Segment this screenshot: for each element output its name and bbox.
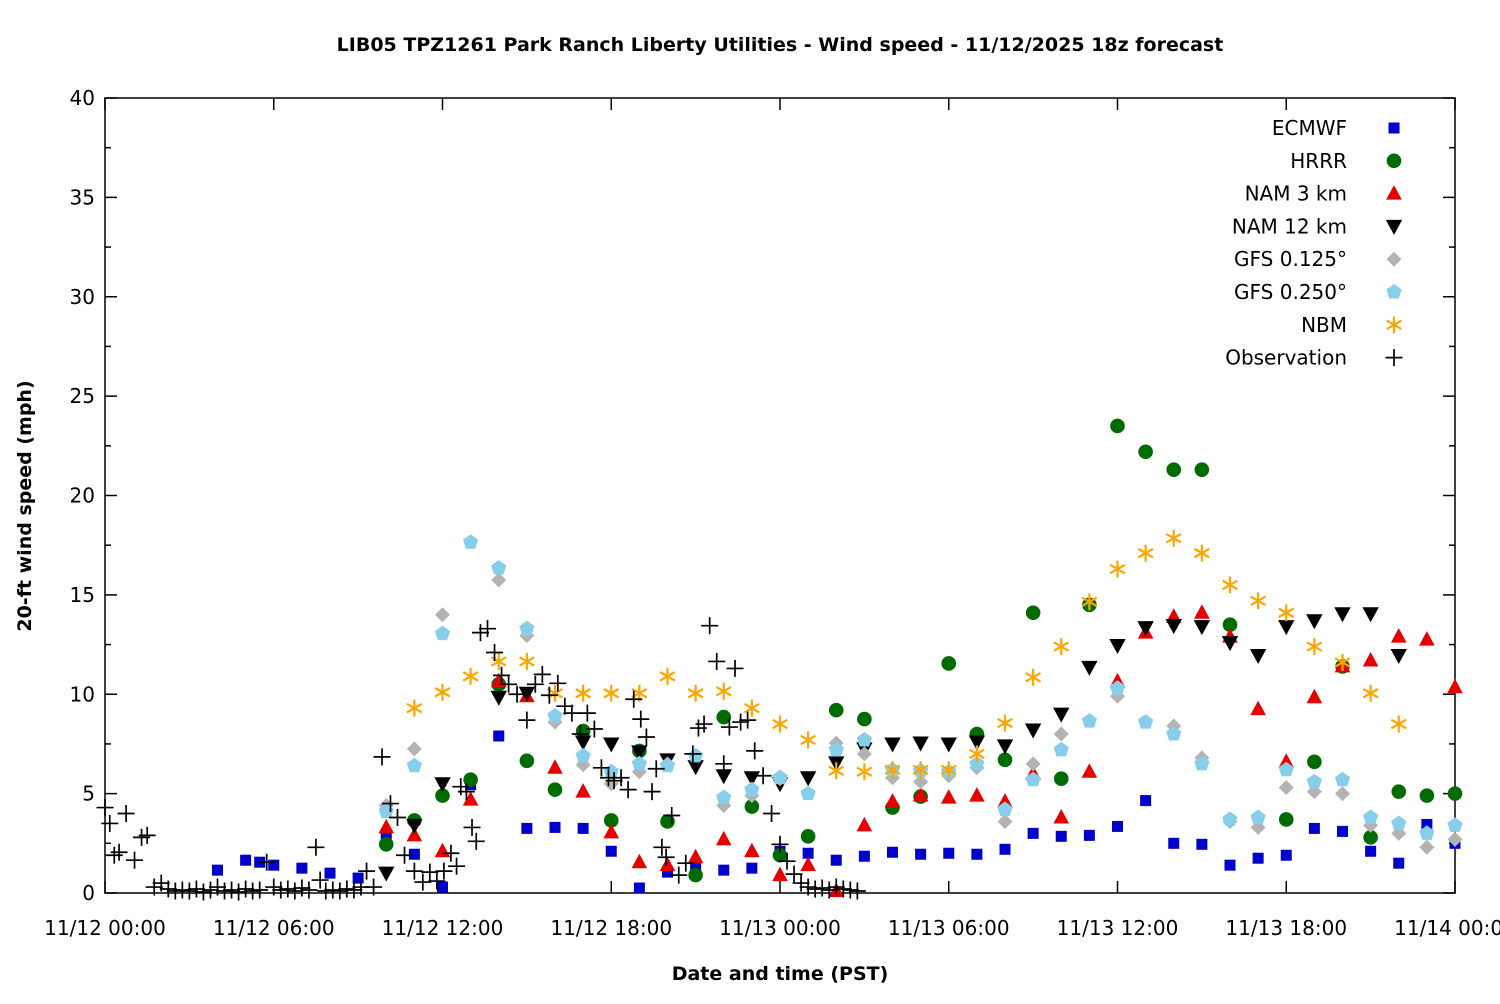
y-tick-label: 0: [82, 881, 95, 905]
x-tick-label: 11/12 06:00: [213, 916, 335, 940]
legend-item-nam-3-km: NAM 3 km: [1245, 182, 1402, 206]
legend-label: NBM: [1301, 313, 1347, 337]
legend-item-gfs-0-250-: GFS 0.250°: [1234, 280, 1402, 304]
legend-label: GFS 0.250°: [1234, 280, 1347, 304]
x-axis-label: Date and time (PST): [671, 963, 889, 985]
series-nbm: [406, 529, 1407, 781]
legend-item-gfs-0-125-: GFS 0.125°: [1234, 247, 1402, 271]
legend-label: NAM 3 km: [1245, 182, 1347, 206]
legend-item-observation: Observation: [1225, 346, 1403, 370]
legend: ECMWF HRRR NAM 3 km NAM 12 km GFS 0.125° GFS …: [1225, 116, 1403, 370]
y-axis: 0 5 10 15 20 25 30 35 40: [70, 86, 1455, 905]
x-tick-label: 11/13 06:00: [888, 916, 1010, 940]
y-tick-label: 25: [70, 384, 95, 408]
y-tick-label: 30: [70, 285, 95, 309]
y-tick-label: 15: [70, 583, 95, 607]
series-hrrr: [378, 418, 1463, 883]
legend-label: Observation: [1225, 346, 1347, 370]
legend-item-ecmwf: ECMWF: [1272, 116, 1400, 140]
y-axis-label: 20-ft wind speed (mph): [14, 380, 36, 632]
series-nam-12-km: [378, 607, 1407, 882]
y-tick-label: 5: [82, 782, 95, 806]
series-gfs-0-125-: [378, 572, 1463, 855]
series-gfs-0-250-: [378, 534, 1463, 840]
legend-label: NAM 12 km: [1232, 214, 1347, 238]
x-tick-label: 11/14 00:00: [1394, 916, 1500, 940]
chart-title: LIB05 TPZ1261 Park Ranch Liberty Utiliti…: [336, 34, 1224, 56]
x-tick-label: 11/12 18:00: [550, 916, 672, 940]
y-tick-label: 10: [70, 682, 95, 706]
legend-label: GFS 0.125°: [1234, 247, 1347, 271]
x-tick-label: 11/13 18:00: [1225, 916, 1347, 940]
series-observation: [96, 617, 866, 901]
x-tick-label: 11/12 12:00: [382, 916, 504, 940]
x-tick-label: 11/12 00:00: [44, 916, 166, 940]
legend-item-nbm: NBM: [1301, 313, 1402, 337]
legend-item-nam-12-km: NAM 12 km: [1232, 214, 1403, 238]
legend-label: HRRR: [1290, 149, 1347, 173]
x-axis: 11/12 00:00 11/12 06:00 11/12 12:00 11/12 1…: [44, 98, 1500, 940]
legend-label: ECMWF: [1272, 116, 1347, 140]
y-tick-label: 35: [70, 185, 95, 209]
y-tick-label: 20: [70, 484, 95, 508]
y-tick-label: 40: [70, 86, 95, 110]
legend-item-hrrr: HRRR: [1290, 149, 1402, 173]
x-tick-label: 11/13 12:00: [1057, 916, 1179, 940]
x-tick-label: 11/13 00:00: [719, 916, 841, 940]
